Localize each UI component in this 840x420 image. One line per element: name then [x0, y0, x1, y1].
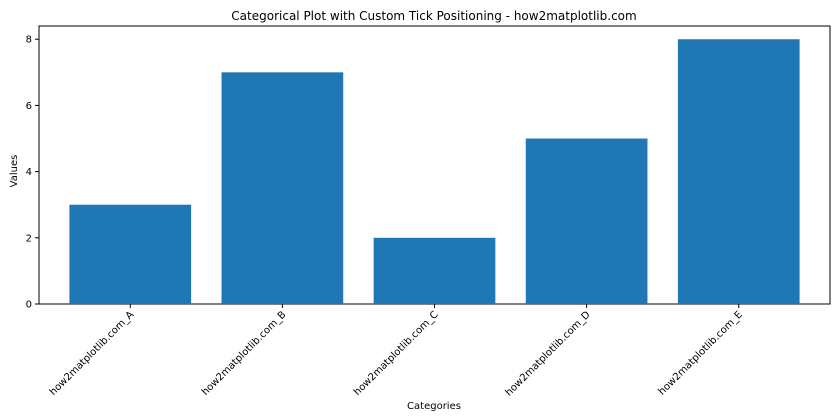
bar-how2matplotlib-com-e: [677, 39, 800, 304]
x-tick-label: how2matplotlib.com_A: [48, 309, 137, 398]
x-tick-label: how2matplotlib.com_B: [200, 309, 289, 398]
bar-how2matplotlib-com-c: [373, 237, 496, 304]
bar-how2matplotlib-com-d: [525, 138, 648, 304]
y-tick-label: 0: [26, 300, 32, 311]
y-axis-label: Values: [9, 155, 20, 188]
x-tick-label: how2matplotlib.com_C: [352, 309, 441, 398]
y-axis-ticks: 0 2 4 6 8: [26, 35, 39, 311]
y-tick-label: 2: [26, 233, 32, 244]
x-tick-label: how2matplotlib.com_D: [504, 309, 593, 398]
chart-title: Categorical Plot with Custom Tick Positi…: [231, 9, 636, 23]
bar-how2matplotlib-com-a: [69, 204, 192, 304]
y-tick-label: 4: [26, 167, 32, 178]
x-axis-ticks: how2matplotlib.com_A how2matplotlib.com_B…: [48, 304, 745, 399]
bar-series: [69, 39, 800, 304]
bar-how2matplotlib-com-b: [221, 72, 344, 304]
y-tick-label: 8: [26, 35, 32, 46]
x-axis-label: Categories: [407, 401, 461, 412]
x-tick-label: how2matplotlib.com_E: [657, 309, 745, 397]
y-tick-label: 6: [26, 101, 32, 112]
